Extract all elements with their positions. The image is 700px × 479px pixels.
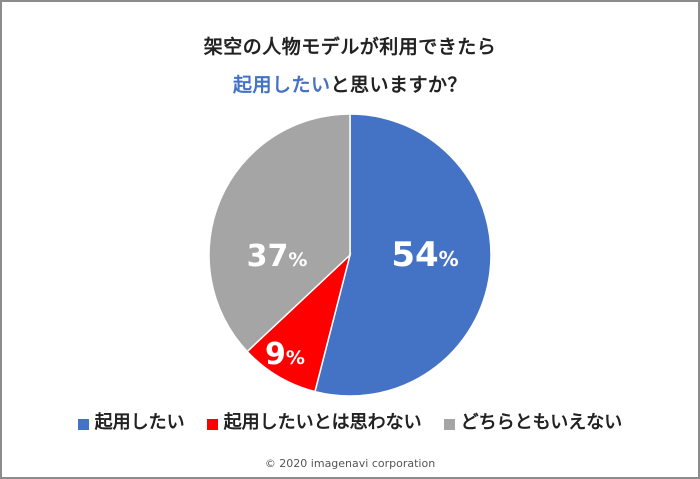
pie-slice-yes: [314, 113, 492, 397]
slice-label-neutral: 37%: [247, 239, 308, 274]
chart-legend: 起用したい 起用したいとは思わない どちらともいえない: [0, 408, 700, 434]
legend-item-neutral: どちらともいえない: [443, 408, 623, 434]
legend-swatch-gray: [443, 418, 455, 430]
chart-title-rest: と思いますか？: [330, 74, 468, 96]
pie-slice-no: [246, 252, 352, 393]
legend-swatch-red: [206, 418, 218, 430]
pie-slices: [208, 113, 492, 397]
legend-item-no: 起用したいとは思わない: [206, 408, 422, 434]
copyright-text: © 2020 imagenavi corporation: [264, 457, 436, 470]
legend-item-yes: 起用したい: [77, 408, 185, 434]
chart-title-accent: 起用したい: [232, 74, 331, 96]
pie-slice-neutral: [208, 113, 351, 353]
legend-label: 起用したいとは思わない: [223, 412, 422, 433]
legend-label: どちらともいえない: [460, 412, 623, 433]
slice-label-yes: 54%: [391, 235, 458, 275]
chart-title-line2: 起用したいと思いますか？: [0, 70, 700, 97]
slice-label-no: 9%: [265, 337, 305, 372]
chart-title-line1: 架空の人物モデルが利用できたら: [203, 36, 497, 58]
legend-swatch-blue: [77, 418, 89, 430]
legend-label: 起用したい: [94, 412, 185, 433]
